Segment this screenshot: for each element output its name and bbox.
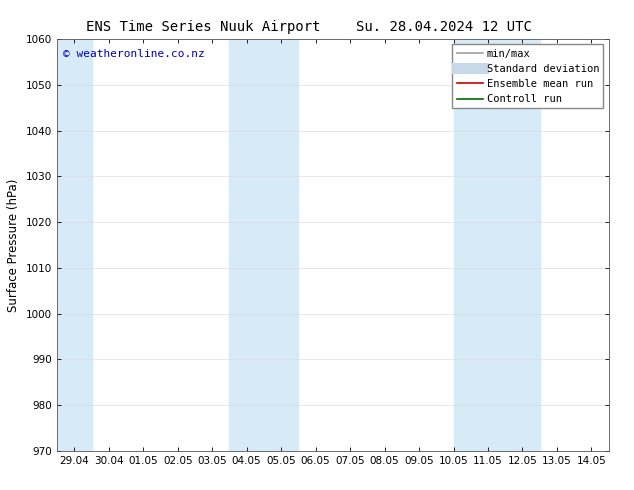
Bar [230,39,299,451]
Bar [57,39,91,451]
Text: ENS Time Series Nuuk Airport: ENS Time Series Nuuk Airport [86,20,320,34]
Bar [453,39,540,451]
Y-axis label: Surface Pressure (hPa): Surface Pressure (hPa) [8,178,20,312]
Text: © weatheronline.co.nz: © weatheronline.co.nz [63,49,204,59]
Legend: min/max, Standard deviation, Ensemble mean run, Controll run: min/max, Standard deviation, Ensemble me… [453,45,604,108]
Text: Su. 28.04.2024 12 UTC: Su. 28.04.2024 12 UTC [356,20,532,34]
